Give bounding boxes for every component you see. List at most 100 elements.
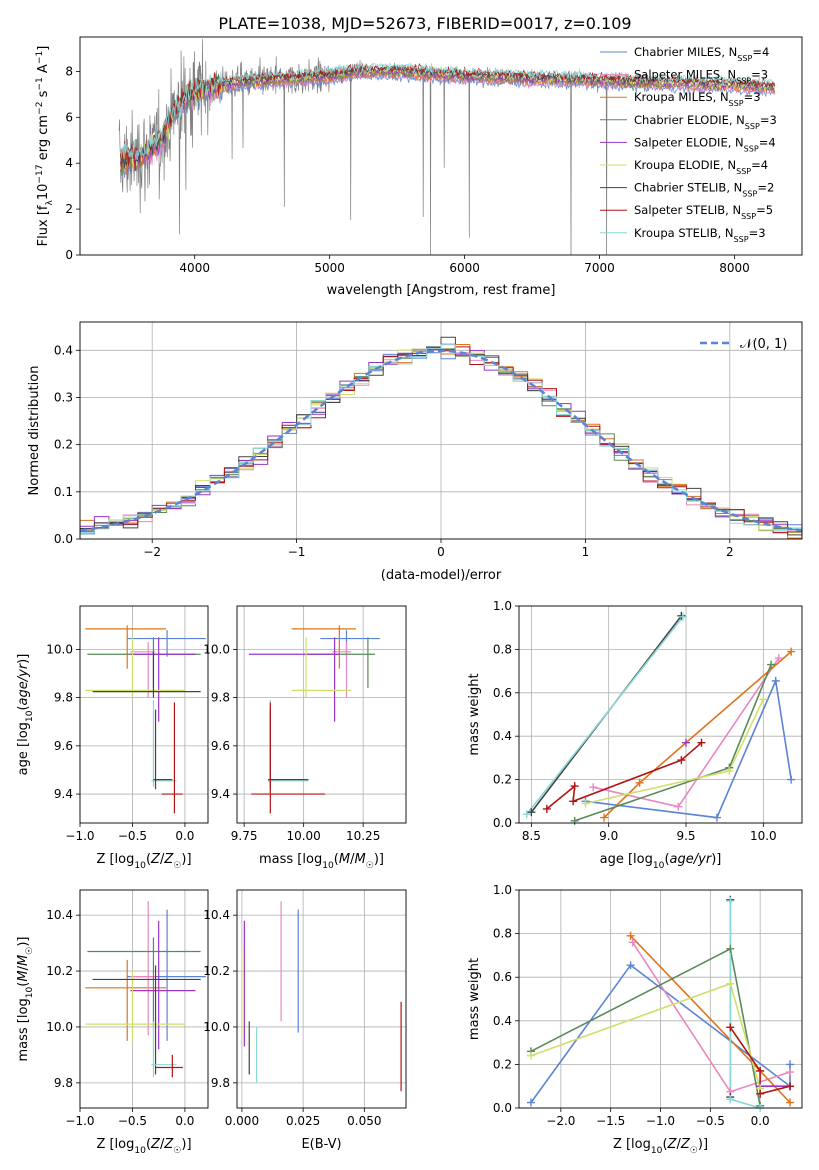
x-axis-label: wavelength [Angstrom, rest frame] [327, 283, 556, 298]
y-tick-label: 0.2 [493, 1057, 512, 1071]
x-tick-label: −1.0 [646, 1114, 675, 1128]
normal-curve [80, 349, 802, 532]
x-tick-label: −1.0 [65, 829, 94, 843]
weight-line-kroupa_stelib [729, 900, 761, 1108]
legend-label-kroupa_miles: Kroupa MILES, NSSP=3 [634, 90, 761, 108]
weight-marker-kroupa_stelib [726, 896, 735, 905]
y-tick-label: 0.0 [54, 532, 73, 546]
y-tick-label: 10.0 [46, 1020, 73, 1034]
legend-label-normal: 𝒩(0, 1) [740, 337, 787, 352]
y-tick-label: 9.8 [211, 691, 230, 705]
weight-line-chabrier_miles [585, 678, 792, 819]
weight-marker-chabrier_miles [786, 1060, 795, 1069]
weight-marker-salpeter_stelib [756, 1089, 765, 1098]
x-axis-label: Z [log10(Z/Z☉)] [96, 852, 191, 871]
x-tick-label: 7000 [584, 261, 615, 275]
label-segment: )] [16, 937, 31, 947]
weight-marker-kroupa_elodie [581, 799, 590, 808]
x-tick-label: 0.0 [751, 1114, 770, 1128]
weight-marker-kroupa_elodie [725, 766, 734, 775]
label-segment: age [log [16, 722, 31, 775]
label-segment: mass [log [16, 998, 31, 1061]
y-tick-label: 10.0 [46, 642, 73, 656]
y-tick-label: 4 [65, 156, 73, 170]
label-segment: / [676, 1137, 681, 1152]
legend-label-salpeter_miles: Salpeter MILES, NSSP=3 [634, 68, 768, 86]
label-segment: A [36, 64, 51, 77]
axes-frame [79, 36, 803, 256]
label-segment: Kroupa MILES, N [634, 90, 729, 104]
label-segment: =3 [744, 90, 761, 104]
label-segment: ☉ [690, 1146, 698, 1156]
y-tick-label: 1.0 [493, 599, 512, 613]
label-segment: ( [664, 852, 669, 867]
label-segment: mass [log [259, 852, 322, 867]
label-segment: age [log [600, 852, 653, 867]
label-segment: =4 [751, 158, 768, 172]
label-segment: mass weight [467, 958, 482, 1040]
label-segment: ☉ [366, 861, 374, 871]
y-tick-label: 0.2 [493, 773, 512, 787]
label-segment: / [160, 852, 165, 867]
label-segment: −2 [35, 102, 45, 115]
label-segment: SSP [741, 212, 756, 221]
x-axis-label: (data-model)/error [381, 568, 502, 583]
label-segment: ☉ [173, 861, 181, 871]
label-segment: 10 [653, 861, 665, 871]
label-segment: / [16, 965, 31, 970]
weight-marker-chabrier_stelib [527, 808, 536, 817]
y-tick-label: 0.6 [493, 970, 512, 984]
y-tick-label: 10.0 [203, 1020, 230, 1034]
label-segment: SSP [744, 144, 759, 153]
y-tick-label: 0.4 [54, 343, 73, 357]
label-segment: Flux [f [36, 205, 51, 246]
x-tick-label: 0.0 [175, 829, 194, 843]
weight-marker-chabrier_miles [771, 676, 780, 685]
y-tick-label: 0.0 [493, 1101, 512, 1115]
weight-marker-kroupa_stelib [522, 810, 531, 819]
label-segment: ( [16, 705, 31, 710]
x-tick-label: 9.0 [599, 829, 618, 843]
label-segment: M [16, 955, 31, 966]
x-tick-label: −2 [143, 545, 161, 559]
label-segment: ( [334, 852, 339, 867]
x-tick-label: 0.050 [347, 1114, 381, 1128]
y-tick-label: 0.8 [493, 642, 512, 656]
x-tick-label: 10.00 [286, 829, 320, 843]
x-tick-label: 0.000 [225, 1114, 259, 1128]
x-tick-label: 2 [726, 545, 734, 559]
label-segment: age/yr [16, 662, 31, 705]
label-segment: (data-model)/error [381, 568, 502, 583]
axes-frame [79, 889, 209, 1109]
y-tick-label: 0.4 [493, 729, 512, 743]
axes-frame [79, 605, 209, 824]
label-segment: 10 [134, 861, 146, 871]
x-tick-label: 10.25 [346, 829, 380, 843]
weight-marker-chabrier_miles [626, 961, 635, 970]
y-tick-label: 10.4 [46, 908, 73, 922]
model-line-kroupa_stelib [120, 61, 775, 162]
x-axis-label: Z [log10(Z/Z☉)] [96, 1137, 191, 1156]
label-segment: Kroupa STELIB, N [634, 226, 734, 240]
y-tick-label: 8 [65, 64, 73, 78]
label-segment: Z [667, 1137, 678, 1152]
label-segment: Kroupa ELODIE, N [634, 158, 736, 172]
weight-marker-salpeter_elodie [682, 738, 691, 747]
weight_vs_age-plot-area [526, 615, 792, 822]
label-segment: 10 [651, 1146, 663, 1156]
label-segment: =3 [749, 226, 766, 240]
label-segment: =4 [759, 135, 776, 149]
label-segment: SSP [742, 189, 757, 198]
weight-marker-salpeter_stelib [677, 756, 686, 765]
weight-marker-salpeter_stelib [726, 1023, 735, 1032]
weight-marker-salpeter_stelib [786, 1082, 795, 1091]
label-segment: age/yr [670, 852, 713, 867]
label-segment: =5 [756, 203, 773, 217]
weight-marker-salpeter_stelib [542, 804, 551, 813]
weight_vs_age-panel: 8.5 9.0 9.5 10.0 0.0 0.2 0.4 0.6 0.8 1.0 mass weig… [467, 599, 803, 871]
age_vs_mass-plot-area [248, 625, 380, 814]
label-segment: M [339, 852, 350, 867]
spectrum-plot-area [118, 38, 776, 255]
x-tick-label: −0.5 [118, 829, 147, 843]
